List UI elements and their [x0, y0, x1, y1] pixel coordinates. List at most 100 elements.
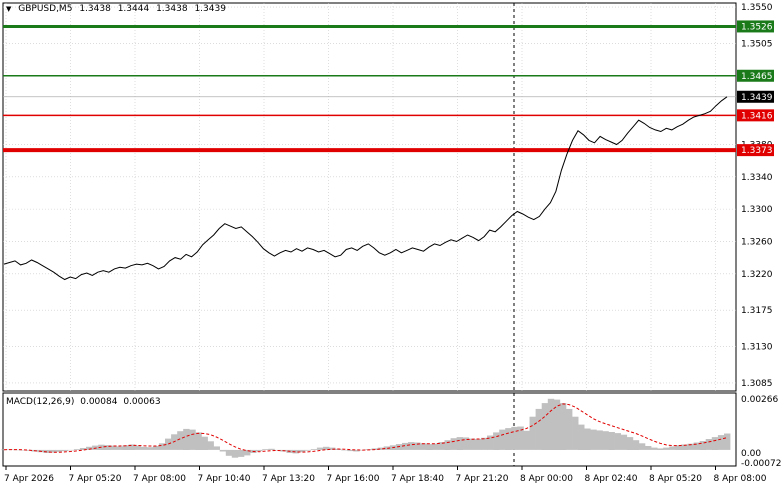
macd-histogram-bar	[353, 449, 360, 452]
macd-histogram-bar	[225, 449, 233, 456]
macd-pane-frame	[2, 392, 737, 467]
macd-histogram-bar	[493, 432, 500, 450]
macd-histogram-bar	[134, 445, 141, 450]
macd-histogram-bar	[256, 449, 263, 452]
macd-histogram-bar	[104, 445, 111, 450]
macd-histogram-bar	[578, 424, 585, 450]
time-axis-tick: 7 Apr 16:00	[327, 474, 380, 484]
level-label-bg	[737, 144, 774, 157]
price-axis-tick: 1.3220	[741, 270, 773, 280]
price-levels[interactable]	[3, 24, 736, 153]
macd-histogram-bar	[638, 443, 646, 450]
macd-histogram-bar	[189, 429, 196, 450]
macd-histogram-bar	[717, 435, 725, 450]
macd-histogram-bar	[608, 432, 615, 450]
macd-histogram-bar	[152, 446, 160, 450]
macd-histogram-bar	[323, 446, 330, 450]
macd-histogram-bar	[408, 442, 415, 450]
macd-histogram-bar	[213, 446, 220, 450]
level-label-bg	[737, 20, 774, 33]
macd-histogram-bar	[67, 449, 75, 451]
macd-axis-bottom: -0.00072	[741, 459, 781, 469]
macd-histogram-bar	[177, 431, 184, 450]
macd-histogram-bar	[669, 446, 676, 450]
macd-histogram-bar	[262, 449, 269, 450]
macd-histogram-bar	[219, 449, 227, 452]
macd-histogram-bar	[420, 443, 427, 450]
price-axis: 1.35501.35051.33801.33401.33001.32601.32…	[741, 3, 773, 389]
macd-histogram-bar	[651, 447, 658, 450]
level-label-bg	[737, 69, 774, 82]
price-axis-tick: 1.3260	[741, 237, 773, 247]
macd-histogram-bar	[480, 437, 488, 450]
macd-histogram-bar	[523, 430, 530, 450]
macd-histogram-bar	[657, 448, 664, 450]
level-label: 1.3465	[741, 72, 773, 82]
macd-signal-value: 0.00063	[123, 397, 161, 407]
macd-indicator-label: MACD(12,26,9)	[6, 397, 75, 407]
time-axis-tick: 8 Apr 02:40	[585, 474, 638, 484]
macd-histogram-bar	[86, 446, 93, 450]
macd-histogram-bar	[329, 447, 336, 450]
macd-histogram-bar	[468, 438, 476, 450]
macd-histogram-bar	[474, 439, 482, 450]
macd-histogram-bar	[584, 428, 591, 450]
low-value: 1.3438	[156, 4, 188, 14]
macd-histogram-bar	[505, 428, 512, 450]
time-axis-tick: 8 Apr 00:00	[520, 474, 573, 484]
macd-histogram-bar	[547, 398, 555, 450]
macd-histogram-bar	[541, 403, 549, 450]
triangle-down-icon[interactable]: ▼	[6, 5, 12, 13]
macd-axis-top: 0.00266	[741, 395, 778, 405]
macd-histogram-bar	[244, 449, 251, 456]
level-label: 1.3373	[741, 146, 773, 156]
level-label-bg	[737, 109, 774, 122]
close-value: 1.3439	[194, 4, 226, 14]
macd-header: MACD(12,26,9) 0.00084 0.00063	[6, 397, 164, 407]
macd-histogram-bar	[110, 445, 117, 450]
macd-histogram-bar	[122, 445, 129, 450]
macd-histogram-bar	[687, 443, 694, 450]
macd-histogram-bar	[590, 429, 597, 450]
macd-histogram-bar	[402, 442, 409, 450]
time-axis-tick: 7 Apr 2026	[4, 474, 54, 484]
macd-histogram-bar	[456, 437, 463, 450]
macd-histogram-bar	[341, 449, 348, 451]
time-axis-tick: 7 Apr 21:20	[456, 474, 509, 484]
macd-histogram-bar	[553, 399, 561, 450]
macd-histogram-bar	[298, 449, 306, 453]
macd-histogram-bar	[517, 426, 524, 450]
macd-histogram-bar	[201, 436, 208, 450]
macd-histogram-bar	[602, 431, 609, 450]
macd-histogram-bar	[596, 430, 603, 450]
macd-histogram-bar	[432, 443, 439, 450]
macd-histogram-bar	[681, 444, 688, 450]
time-axis-tick: 8 Apr 05:20	[649, 474, 702, 484]
macd-histogram-bar	[310, 449, 318, 450]
macd-histogram-bar	[614, 433, 621, 450]
time-axis-tick: 7 Apr 10:40	[198, 474, 251, 484]
macd-histogram-bar	[116, 446, 123, 450]
macd-histogram-bar	[535, 408, 542, 450]
macd-histogram-bar	[572, 416, 579, 450]
current-price-label-bg	[737, 90, 774, 103]
time-axis-tick: 7 Apr 05:20	[69, 474, 122, 484]
macd-histogram-bar	[462, 437, 470, 450]
macd-histogram-bar	[620, 434, 628, 450]
macd-histogram-bar	[183, 428, 190, 450]
macd-histogram-bar	[559, 403, 567, 450]
current-price-label: 1.3439	[741, 93, 773, 103]
macd-histogram-bar	[377, 447, 385, 450]
macd-histogram-bar	[444, 440, 451, 450]
macd-signal-line	[3, 403, 728, 453]
macd-histogram-bar	[268, 448, 275, 450]
macd-main-value: 0.00084	[80, 397, 118, 407]
macd-histogram-bar	[632, 440, 640, 450]
macd-histogram-bar	[693, 442, 700, 450]
time-axis-tick: 7 Apr 13:20	[262, 474, 315, 484]
price-axis-tick: 1.3550	[741, 3, 773, 13]
macd-histogram-bar	[79, 448, 87, 450]
time-axis-tick: 8 Apr 08:00	[714, 474, 767, 484]
